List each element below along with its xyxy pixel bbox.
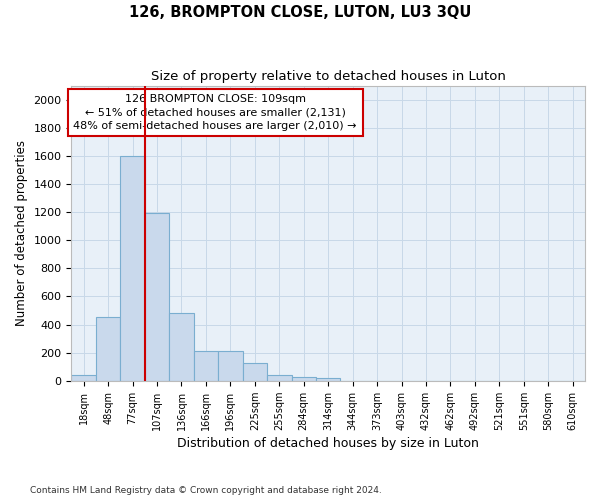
Title: Size of property relative to detached houses in Luton: Size of property relative to detached ho… — [151, 70, 506, 83]
Bar — [145, 213, 169, 381]
Bar — [194, 350, 218, 381]
Y-axis label: Number of detached properties: Number of detached properties — [15, 140, 28, 326]
Bar — [96, 317, 121, 381]
Bar — [292, 376, 316, 381]
X-axis label: Distribution of detached houses by size in Luton: Distribution of detached houses by size … — [177, 437, 479, 450]
Text: 126, BROMPTON CLOSE, LUTON, LU3 3QU: 126, BROMPTON CLOSE, LUTON, LU3 3QU — [129, 5, 471, 20]
Bar — [169, 312, 194, 381]
Bar — [242, 364, 267, 381]
Bar — [267, 374, 292, 381]
Bar — [218, 350, 242, 381]
Text: Contains HM Land Registry data © Crown copyright and database right 2024.: Contains HM Land Registry data © Crown c… — [30, 486, 382, 495]
Bar — [71, 375, 96, 381]
Bar — [121, 156, 145, 381]
Bar — [316, 378, 340, 381]
Text: 126 BROMPTON CLOSE: 109sqm
← 51% of detached houses are smaller (2,131)
48% of s: 126 BROMPTON CLOSE: 109sqm ← 51% of deta… — [73, 94, 357, 131]
